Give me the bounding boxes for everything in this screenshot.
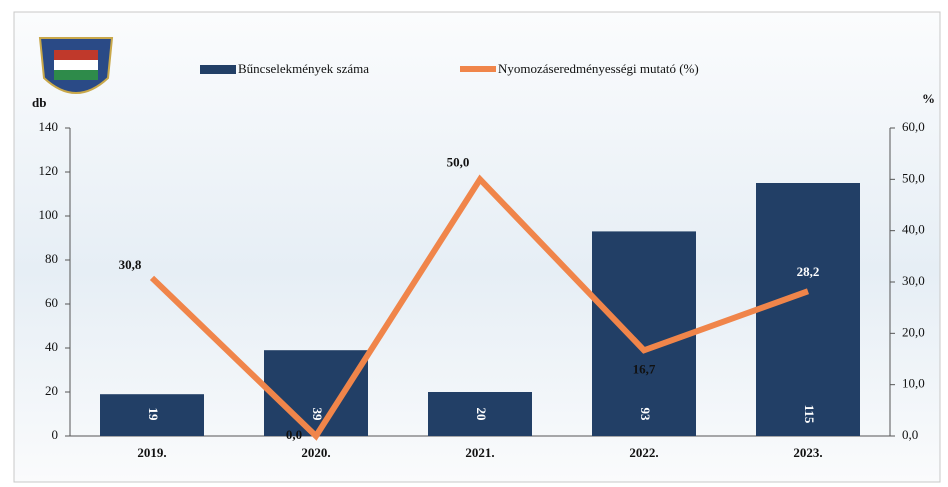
bar — [264, 350, 368, 436]
line-value-label: 28,2 — [797, 264, 820, 279]
legend-label: Bűncselekmények száma — [238, 61, 369, 76]
y-axis-label: db — [32, 95, 46, 110]
bar — [592, 231, 696, 436]
bar-value-label: 20 — [474, 408, 489, 421]
x-tick-label: 2022. — [629, 445, 658, 460]
bar-value-label: 39 — [310, 408, 325, 422]
legend-label: Nyomozáseredményességi mutató (%) — [498, 61, 699, 76]
y2-tick-label: 30,0 — [902, 273, 925, 288]
y-tick-label: 120 — [39, 163, 59, 178]
bar-value-label: 93 — [638, 408, 653, 422]
y2-tick-label: 10,0 — [902, 376, 925, 391]
bar-value-label: 19 — [146, 408, 161, 422]
y-tick-label: 100 — [39, 207, 59, 222]
line-value-label: 30,8 — [119, 257, 142, 272]
y2-tick-label: 0,0 — [902, 427, 918, 442]
y2-tick-label: 20,0 — [902, 324, 925, 339]
x-tick-label: 2023. — [793, 445, 822, 460]
y-tick-label: 140 — [39, 119, 59, 134]
bar — [756, 183, 860, 436]
x-tick-label: 2020. — [301, 445, 330, 460]
y-tick-label: 60 — [45, 295, 58, 310]
y2-tick-label: 40,0 — [902, 222, 925, 237]
x-tick-label: 2019. — [137, 445, 166, 460]
bar — [100, 394, 204, 436]
x-tick-label: 2021. — [465, 445, 494, 460]
line-value-label: 0,0 — [286, 427, 302, 442]
bar — [428, 392, 532, 436]
legend-swatch — [200, 65, 236, 74]
y-tick-label: 20 — [45, 383, 58, 398]
y-tick-label: 40 — [45, 339, 58, 354]
y2-axis-label: % — [922, 91, 935, 106]
y2-tick-label: 60,0 — [902, 119, 925, 134]
line-value-label: 16,7 — [633, 361, 656, 376]
line — [149, 174, 810, 441]
logo — [38, 37, 114, 94]
y-tick-label: 0 — [52, 427, 59, 442]
line-value-label: 50,0 — [447, 154, 470, 169]
bar-value-label: 115 — [802, 405, 817, 424]
y-tick-label: 80 — [45, 251, 58, 266]
y2-tick-label: 50,0 — [902, 170, 925, 185]
